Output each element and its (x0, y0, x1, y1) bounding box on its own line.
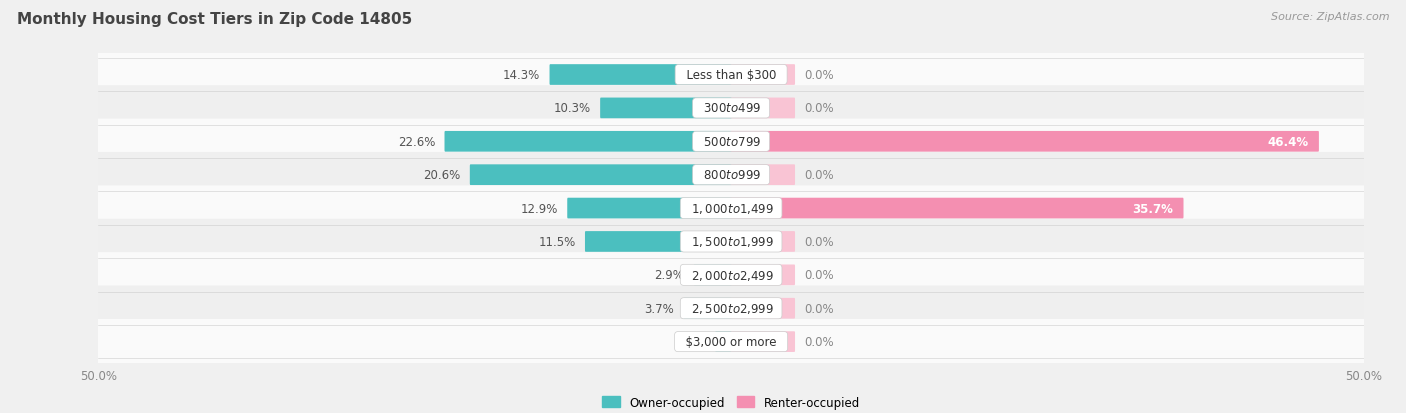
Text: 0.0%: 0.0% (804, 69, 834, 82)
Text: 10.3%: 10.3% (554, 102, 591, 115)
FancyBboxPatch shape (90, 119, 1372, 165)
Text: 1.2%: 1.2% (676, 335, 706, 348)
FancyBboxPatch shape (731, 132, 1319, 152)
FancyBboxPatch shape (731, 198, 1184, 219)
FancyBboxPatch shape (693, 265, 731, 285)
Text: 20.6%: 20.6% (423, 169, 460, 182)
FancyBboxPatch shape (600, 98, 731, 119)
Text: 3.7%: 3.7% (644, 302, 675, 315)
FancyBboxPatch shape (90, 252, 1372, 298)
FancyBboxPatch shape (683, 298, 731, 319)
Text: Less than $300: Less than $300 (679, 69, 783, 82)
Text: 2.9%: 2.9% (654, 269, 685, 282)
FancyBboxPatch shape (90, 53, 1372, 98)
Text: $1,500 to $1,999: $1,500 to $1,999 (683, 235, 779, 249)
FancyBboxPatch shape (90, 286, 1372, 331)
FancyBboxPatch shape (716, 332, 731, 352)
Text: 14.3%: 14.3% (503, 69, 540, 82)
Text: 46.4%: 46.4% (1267, 135, 1308, 148)
Text: Monthly Housing Cost Tiers in Zip Code 14805: Monthly Housing Cost Tiers in Zip Code 1… (17, 12, 412, 27)
Text: $300 to $499: $300 to $499 (696, 102, 766, 115)
FancyBboxPatch shape (470, 165, 731, 185)
FancyBboxPatch shape (444, 132, 731, 152)
FancyBboxPatch shape (90, 186, 1372, 231)
Text: 11.5%: 11.5% (538, 235, 575, 248)
FancyBboxPatch shape (550, 65, 731, 85)
FancyBboxPatch shape (90, 86, 1372, 131)
Text: 0.0%: 0.0% (804, 335, 834, 348)
Text: 35.7%: 35.7% (1132, 202, 1173, 215)
Text: 0.0%: 0.0% (804, 102, 834, 115)
FancyBboxPatch shape (731, 332, 794, 352)
Text: 0.0%: 0.0% (804, 235, 834, 248)
FancyBboxPatch shape (731, 232, 794, 252)
FancyBboxPatch shape (731, 65, 794, 85)
Text: 12.9%: 12.9% (520, 202, 558, 215)
FancyBboxPatch shape (90, 319, 1372, 364)
Text: $2,500 to $2,999: $2,500 to $2,999 (683, 301, 779, 316)
FancyBboxPatch shape (567, 198, 731, 219)
Legend: Owner-occupied, Renter-occupied: Owner-occupied, Renter-occupied (598, 391, 865, 413)
Text: $1,000 to $1,499: $1,000 to $1,499 (683, 202, 779, 216)
FancyBboxPatch shape (731, 298, 794, 319)
Text: 22.6%: 22.6% (398, 135, 434, 148)
Text: $2,000 to $2,499: $2,000 to $2,499 (683, 268, 779, 282)
Text: 0.0%: 0.0% (804, 269, 834, 282)
FancyBboxPatch shape (90, 219, 1372, 264)
Text: Source: ZipAtlas.com: Source: ZipAtlas.com (1271, 12, 1389, 22)
Text: 0.0%: 0.0% (804, 169, 834, 182)
FancyBboxPatch shape (585, 232, 731, 252)
Text: $3,000 or more: $3,000 or more (678, 335, 785, 348)
FancyBboxPatch shape (731, 98, 794, 119)
Text: $800 to $999: $800 to $999 (696, 169, 766, 182)
FancyBboxPatch shape (731, 265, 794, 285)
Text: $500 to $799: $500 to $799 (696, 135, 766, 148)
FancyBboxPatch shape (731, 165, 794, 185)
Text: 0.0%: 0.0% (804, 302, 834, 315)
FancyBboxPatch shape (90, 153, 1372, 198)
